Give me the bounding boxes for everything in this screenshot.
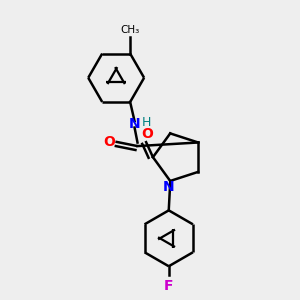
Text: H: H xyxy=(142,116,152,129)
Text: N: N xyxy=(163,180,175,194)
Text: O: O xyxy=(103,135,115,149)
Text: F: F xyxy=(164,280,173,293)
Text: O: O xyxy=(141,127,153,141)
Text: CH₃: CH₃ xyxy=(121,25,140,35)
Text: N: N xyxy=(129,117,140,131)
